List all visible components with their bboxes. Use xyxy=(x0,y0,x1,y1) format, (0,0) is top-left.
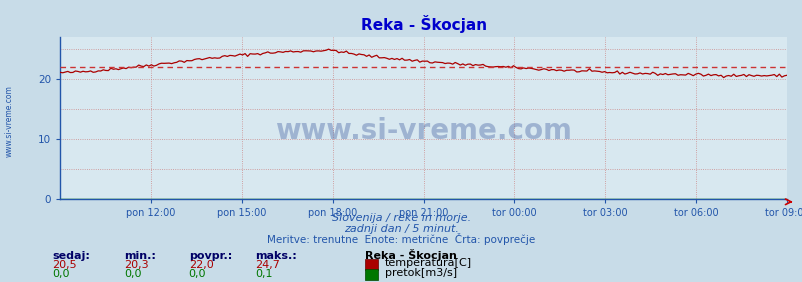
Text: 0,0: 0,0 xyxy=(124,269,142,279)
Text: Slovenija / reke in morje.: Slovenija / reke in morje. xyxy=(331,213,471,223)
Text: maks.:: maks.: xyxy=(255,251,297,261)
Text: Meritve: trenutne  Enote: metrične  Črta: povprečje: Meritve: trenutne Enote: metrične Črta: … xyxy=(267,233,535,244)
Text: 22,0: 22,0 xyxy=(188,260,213,270)
Text: zadnji dan / 5 minut.: zadnji dan / 5 minut. xyxy=(343,224,459,234)
Text: 0,0: 0,0 xyxy=(188,269,206,279)
Text: povpr.:: povpr.: xyxy=(188,251,232,261)
Text: 24,7: 24,7 xyxy=(255,260,280,270)
Text: Reka - Škocjan: Reka - Škocjan xyxy=(365,249,456,261)
Text: 20,5: 20,5 xyxy=(52,260,77,270)
Text: 0,1: 0,1 xyxy=(255,269,273,279)
Text: www.si-vreme.com: www.si-vreme.com xyxy=(275,117,571,145)
Title: Reka - Škocjan: Reka - Škocjan xyxy=(360,15,486,33)
Text: 20,3: 20,3 xyxy=(124,260,149,270)
Text: 0,0: 0,0 xyxy=(52,269,70,279)
Text: pretok[m3/s]: pretok[m3/s] xyxy=(384,268,456,278)
Text: temperatura[C]: temperatura[C] xyxy=(384,259,471,268)
Text: min.:: min.: xyxy=(124,251,156,261)
Text: sedaj:: sedaj: xyxy=(52,251,90,261)
Text: www.si-vreme.com: www.si-vreme.com xyxy=(5,85,14,157)
